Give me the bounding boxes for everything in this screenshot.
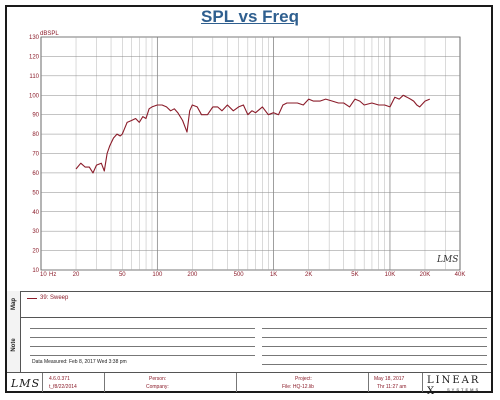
- y-tick-label: 90: [32, 113, 39, 119]
- note-line: [30, 328, 255, 329]
- map-section: [7, 291, 491, 317]
- series-line-sweep: [75, 94, 431, 174]
- chart-series: [75, 94, 431, 174]
- chart-grid: [40, 36, 461, 271]
- person-label: Person:: [149, 376, 167, 382]
- footer: LMS 4.6.0.371 t_f8/22/2014 Person: Compa…: [7, 372, 491, 397]
- report-date: May 18, 2017: [374, 376, 405, 382]
- x-tick-label: 10K: [385, 272, 396, 278]
- version: 4.6.0.371: [49, 376, 70, 382]
- y-tick-label: 100: [29, 93, 40, 99]
- legend-swatch: [27, 297, 37, 299]
- footer-version-cell: 4.6.0.371 t_f8/22/2014: [43, 373, 105, 392]
- file-label: File: HQ-12.lib: [282, 384, 314, 390]
- chart-title: SPL vs Freq: [201, 7, 299, 26]
- note-tab: Note: [7, 317, 21, 372]
- map-label: Map: [10, 298, 17, 310]
- x-tick-label: 50: [119, 272, 126, 278]
- y-tick-label: 20: [32, 249, 39, 255]
- footer-project-cell: Project: File: HQ-12.lib: [237, 373, 369, 392]
- chart-ticks: 10 20 30 40 50 60 70 80 90 100 110 120 130 10 20 50 100 2…: [29, 35, 465, 278]
- x-tick-label: 100: [152, 272, 163, 278]
- note-line: [262, 364, 487, 365]
- note-line: [30, 337, 255, 338]
- linearx-logo: LINEAR X: [427, 375, 481, 397]
- x-tick-label: 500: [234, 272, 245, 278]
- y-tick-label: 80: [32, 132, 39, 138]
- note-line: [262, 328, 487, 329]
- report-time: Thr 11:27 am: [377, 384, 407, 390]
- data-measured: Data Measured: Feb 8, 2017 Wed 3:38 pm: [32, 359, 127, 365]
- x-tick-label: 2K: [305, 272, 312, 278]
- footer-person-cell: Person: Company:: [105, 373, 237, 392]
- note-line: [262, 337, 487, 338]
- footer-brand-cell: LINEAR X SYSTEMS: [423, 373, 491, 397]
- note-line: [30, 355, 255, 356]
- version-date: t_f8/22/2014: [49, 384, 77, 390]
- footer-logo-cell: LMS: [7, 373, 43, 392]
- y-tick-label: 120: [29, 54, 40, 60]
- note-line: [30, 346, 255, 347]
- note-section: [7, 317, 491, 372]
- footer-date-cell: May 18, 2017 Thr 11:27 am: [369, 373, 423, 392]
- y-tick-label: 130: [29, 35, 40, 41]
- x-axis-unit: Hz: [49, 272, 56, 278]
- x-tick-label: 5K: [351, 272, 358, 278]
- y-tick-label: 70: [32, 152, 39, 158]
- report-frame: [5, 5, 493, 393]
- note-line: [262, 346, 487, 347]
- x-tick-label: 10: [40, 272, 47, 278]
- note-label: Note: [10, 337, 17, 352]
- x-tick-label: 20K: [420, 272, 431, 278]
- y-tick-label: 30: [32, 229, 39, 235]
- linearx-logo-sub: SYSTEMS: [447, 387, 481, 392]
- legend-label: 39: Sweep: [40, 295, 69, 301]
- x-tick-label: 200: [187, 272, 198, 278]
- y-tick-label: 60: [32, 171, 39, 177]
- map-tab: Map: [7, 291, 21, 317]
- note-line: [262, 355, 487, 356]
- x-tick-label: 1K: [270, 272, 277, 278]
- x-tick-label: 40K: [455, 272, 466, 278]
- y-tick-label: 110: [29, 74, 39, 80]
- y-tick-label: 50: [32, 190, 39, 196]
- lms-logo: LMS: [11, 377, 41, 390]
- y-axis-label: dBSPL: [40, 31, 59, 37]
- y-tick-label: 10: [32, 268, 39, 274]
- project-label: Project:: [295, 376, 312, 382]
- y-tick-label: 40: [32, 210, 39, 216]
- legend: 39: Sweep: [27, 295, 68, 301]
- lms-watermark: LMS: [436, 255, 458, 265]
- x-tick-label: 20: [73, 272, 80, 278]
- company-label: Company:: [146, 384, 169, 390]
